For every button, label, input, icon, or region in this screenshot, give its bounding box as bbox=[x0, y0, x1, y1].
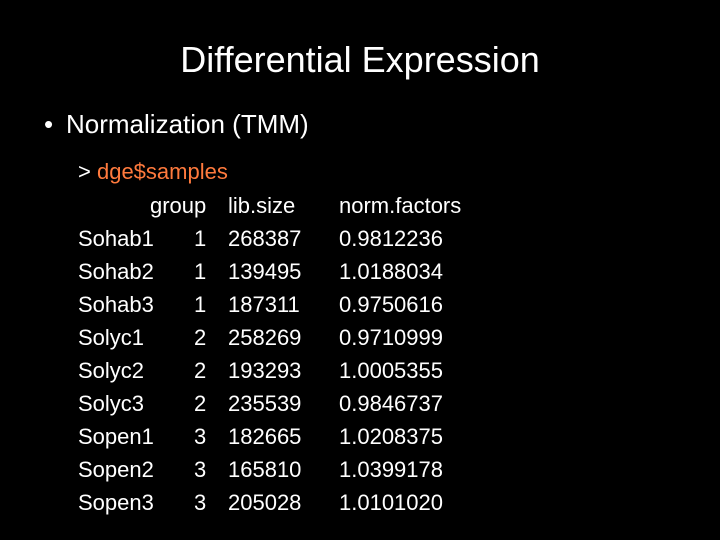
column-header-norm-factors: norm.factors bbox=[339, 193, 462, 218]
table-row: Sopen3 3 205028 1.0101020 bbox=[78, 489, 518, 517]
norm-factor-value: 0.9846737 bbox=[339, 391, 443, 416]
table-row: Solyc2 2 193293 1.0005355 bbox=[78, 357, 518, 385]
lib-size-value: 193293 bbox=[228, 358, 302, 383]
column-header-group: group bbox=[150, 193, 207, 218]
norm-factor-value: 0.9750616 bbox=[339, 292, 443, 317]
norm-factor-value: 0.9710999 bbox=[339, 325, 443, 350]
bullet-icon: • bbox=[44, 109, 54, 139]
norm-factor-value: 1.0208375 bbox=[339, 424, 443, 449]
norm-factor-value: 1.0005355 bbox=[339, 358, 443, 383]
table-row: Sohab1 1 268387 0.9812236 bbox=[78, 225, 518, 253]
r-command-line: > dge$samples bbox=[78, 158, 228, 186]
sample-name: Sohab1 bbox=[78, 226, 154, 251]
lib-size-value: 187311 bbox=[228, 292, 300, 317]
norm-factor-value: 1.0188034 bbox=[339, 259, 443, 284]
group-value: 2 bbox=[194, 358, 207, 383]
norm-factor-value: 1.0101020 bbox=[339, 490, 443, 515]
prompt-symbol: > bbox=[78, 159, 97, 184]
bullet-text: Normalization (TMM) bbox=[66, 109, 309, 139]
group-value: 2 bbox=[194, 391, 207, 416]
lib-size-value: 165810 bbox=[228, 457, 302, 482]
sample-name: Sopen1 bbox=[78, 424, 154, 449]
samples-table: group lib.size norm.factors Sohab1 1 268… bbox=[78, 192, 518, 522]
lib-size-value: 258269 bbox=[228, 325, 302, 350]
table-header-row: group lib.size norm.factors bbox=[78, 192, 518, 220]
sample-name: Solyc3 bbox=[78, 391, 145, 416]
sample-name: Sopen2 bbox=[78, 457, 154, 482]
group-value: 3 bbox=[194, 424, 207, 449]
table-row: Sopen2 3 165810 1.0399178 bbox=[78, 456, 518, 484]
table-row: Sohab2 1 139495 1.0188034 bbox=[78, 258, 518, 286]
sample-name: Sopen3 bbox=[78, 490, 154, 515]
lib-size-value: 182665 bbox=[228, 424, 302, 449]
table-row: Sopen1 3 182665 1.0208375 bbox=[78, 423, 518, 451]
bullet-item: • Normalization (TMM) bbox=[44, 108, 309, 140]
table-row: Solyc1 2 258269 0.9710999 bbox=[78, 324, 518, 352]
group-value: 3 bbox=[194, 490, 207, 515]
column-header-lib-size: lib.size bbox=[228, 193, 296, 218]
lib-size-value: 205028 bbox=[228, 490, 302, 515]
sample-name: Sohab3 bbox=[78, 292, 154, 317]
sample-name: Solyc1 bbox=[78, 325, 145, 350]
lib-size-value: 139495 bbox=[228, 259, 302, 284]
table-row: Sohab3 1 187311 0.9750616 bbox=[78, 291, 518, 319]
group-value: 1 bbox=[194, 292, 207, 317]
r-command-code: dge$samples bbox=[96, 159, 228, 184]
lib-size-value: 235539 bbox=[228, 391, 302, 416]
slide-title: Differential Expression bbox=[180, 39, 540, 80]
group-value: 2 bbox=[194, 325, 207, 350]
group-value: 3 bbox=[194, 457, 207, 482]
table-row: Solyc3 2 235539 0.9846737 bbox=[78, 390, 518, 418]
lib-size-value: 268387 bbox=[228, 226, 302, 251]
group-value: 1 bbox=[194, 226, 207, 251]
sample-name: Solyc2 bbox=[78, 358, 145, 383]
norm-factor-value: 1.0399178 bbox=[339, 457, 443, 482]
sample-name: Sohab2 bbox=[78, 259, 154, 284]
norm-factor-value: 0.9812236 bbox=[339, 226, 443, 251]
group-value: 1 bbox=[194, 259, 207, 284]
